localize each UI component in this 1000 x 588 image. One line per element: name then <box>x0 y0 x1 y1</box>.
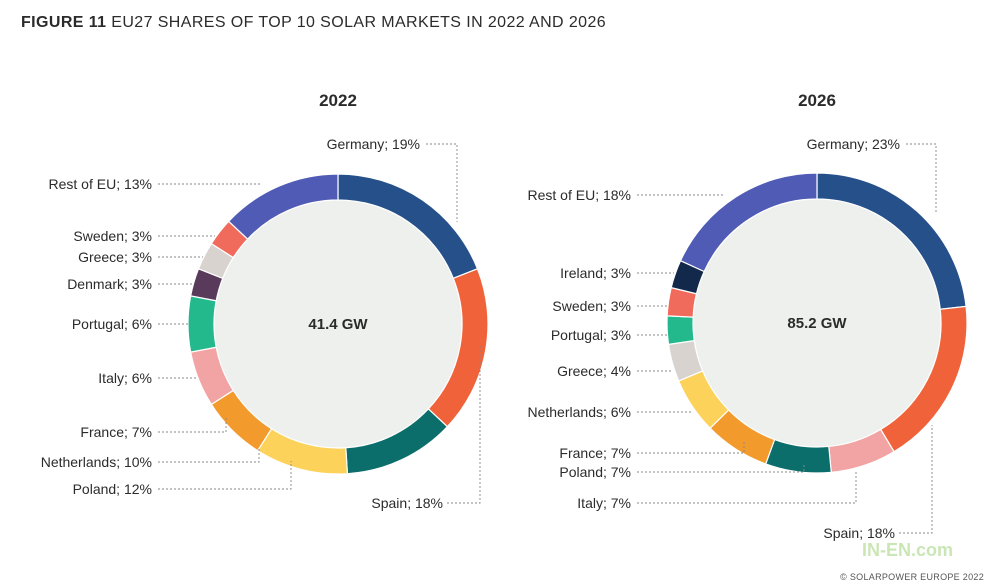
data-label-italy: Italy; 7% <box>577 495 631 511</box>
leader-line-germany <box>906 143 937 212</box>
figure-title-text: EU27 SHARES OF TOP 10 SOLAR MARKETS IN 2… <box>111 14 607 31</box>
data-label-rest-of-eu: Rest of EU; 13% <box>49 176 153 192</box>
data-label-germany: Germany; 19% <box>327 136 420 152</box>
leader-line-poland <box>158 461 292 490</box>
donut-hole <box>693 199 941 447</box>
data-label-denmark: Denmark; 3% <box>67 276 152 292</box>
slice-rest-of-eu <box>227 173 339 240</box>
data-label-italy: Italy; 6% <box>98 370 152 386</box>
data-label-portugal: Portugal; 6% <box>72 316 152 332</box>
slice-rest-of-eu <box>679 172 818 273</box>
figure-number: FIGURE 11 <box>21 14 107 31</box>
data-label-poland: Poland; 12% <box>73 481 152 497</box>
data-label-spain: Spain; 18% <box>371 495 443 511</box>
data-label-germany: Germany; 23% <box>807 136 900 152</box>
copyright-credit: © SOLARPOWER EUROPE 2022 <box>840 572 984 582</box>
data-label-netherlands: Netherlands; 6% <box>527 404 631 420</box>
data-label-greece: Greece; 4% <box>557 363 631 379</box>
leader-line-poland <box>637 464 805 473</box>
leader-line-spain <box>447 346 481 504</box>
chart-title: 2026 <box>798 91 836 110</box>
donut-chart-2026: 2026 85.2 GW Germany; 23% Spain; 18% Italy; … <box>527 91 968 541</box>
data-label-sweden: Sweden; 3% <box>73 228 152 244</box>
data-label-poland: Poland; 7% <box>559 464 631 480</box>
data-label-france: France; 7% <box>80 424 152 440</box>
data-label-netherlands: Netherlands; 10% <box>41 454 152 470</box>
donut-hole <box>214 200 462 448</box>
data-label-spain: Spain; 18% <box>823 525 895 541</box>
leader-line-spain <box>899 425 933 534</box>
center-label: 41.4 GW <box>308 316 368 333</box>
data-label-greece: Greece; 3% <box>78 249 152 265</box>
data-label-france: France; 7% <box>559 445 631 461</box>
data-label-portugal: Portugal; 3% <box>551 327 631 343</box>
figure-title: FIGURE 11 EU27 SHARES OF TOP 10 SOLAR MA… <box>21 14 606 32</box>
donut-chart-2022: 2022 41.4 GW Germany; 19% Spain; 18% Poland;… <box>41 91 489 511</box>
chart-title: 2022 <box>319 91 357 110</box>
center-label: 85.2 GW <box>787 315 847 332</box>
watermark-logo: IN-EN.com <box>862 540 954 560</box>
leader-line-italy <box>637 470 857 504</box>
data-label-sweden: Sweden; 3% <box>552 298 631 314</box>
data-label-rest-of-eu: Rest of EU; 18% <box>528 187 632 203</box>
slice-portugal <box>666 315 695 346</box>
data-label-ireland: Ireland; 3% <box>560 265 631 281</box>
leader-line-netherlands <box>158 447 260 463</box>
leader-line-france <box>158 418 227 433</box>
slice-portugal <box>187 295 217 353</box>
